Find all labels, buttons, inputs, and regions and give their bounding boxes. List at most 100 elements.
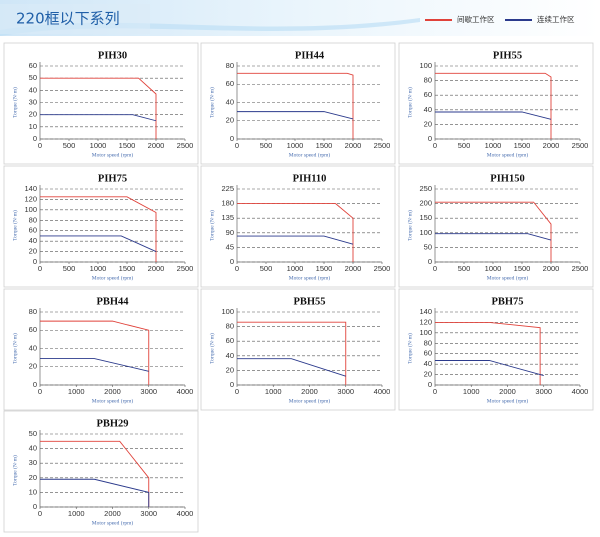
x-tick-label: 2500	[177, 141, 194, 150]
series-line	[40, 235, 157, 252]
chart-card	[200, 165, 396, 288]
x-tick-label: 3000	[140, 387, 157, 396]
y-tick-label: 0	[33, 134, 37, 143]
chart-card	[3, 42, 199, 165]
x-axis-label: Motor speed (rpm)	[487, 274, 529, 281]
x-axis-label: Motor speed (rpm)	[289, 274, 331, 281]
header-panel	[0, 4, 150, 34]
chart-card	[398, 42, 594, 165]
y-tick-label: 40	[29, 236, 37, 245]
x-tick-label: 2500	[572, 264, 589, 273]
x-tick-label: 0	[38, 387, 42, 396]
series-line	[237, 321, 347, 385]
y-tick-label: 80	[29, 307, 37, 316]
y-tick-label: 40	[29, 444, 37, 453]
page-title: 220框以下系列	[16, 10, 120, 28]
x-tick-label: 4000	[177, 509, 194, 518]
x-tick-label: 1000	[68, 387, 85, 396]
x-axis-label: Motor speed (rpm)	[487, 151, 529, 158]
x-tick-label: 500	[260, 141, 273, 150]
y-tick-label: 0	[33, 380, 37, 389]
y-tick-label: 0	[230, 380, 234, 389]
series-line	[435, 111, 552, 120]
y-tick-label: 50	[424, 242, 432, 251]
y-tick-label: 40	[29, 85, 37, 94]
x-tick-label: 1000	[90, 264, 107, 273]
y-axis-label: Torque (N·m)	[208, 210, 215, 241]
x-axis-label: Motor speed (rpm)	[487, 397, 529, 404]
legend-label: 连续工作区	[537, 14, 575, 24]
y-tick-label: 40	[29, 343, 37, 352]
y-axis-label: Torque (N·m)	[11, 87, 18, 118]
series-line	[237, 72, 354, 139]
series-line	[435, 201, 552, 262]
y-tick-label: 45	[226, 242, 234, 251]
x-axis-label: Motor speed (rpm)	[289, 397, 331, 404]
x-tick-label: 1000	[287, 141, 304, 150]
x-tick-label: 500	[63, 141, 76, 150]
y-tick-label: 0	[428, 257, 432, 266]
y-tick-label: 0	[33, 502, 37, 511]
x-tick-label: 0	[235, 141, 239, 150]
x-tick-label: 2500	[374, 264, 391, 273]
y-tick-label: 140	[419, 307, 432, 316]
y-tick-label: 80	[29, 215, 37, 224]
y-tick-label: 80	[424, 76, 432, 85]
y-tick-label: 0	[428, 134, 432, 143]
y-tick-label: 120	[419, 317, 432, 326]
x-tick-label: 2000	[345, 264, 362, 273]
y-tick-label: 60	[424, 349, 432, 358]
x-axis-label: Motor speed (rpm)	[289, 151, 331, 158]
x-tick-label: 3000	[535, 387, 552, 396]
y-tick-label: 100	[221, 307, 234, 316]
y-tick-label: 50	[29, 429, 37, 438]
series-line	[40, 114, 157, 122]
y-tick-label: 140	[24, 184, 37, 193]
x-tick-label: 1500	[316, 141, 333, 150]
x-tick-label: 0	[235, 387, 239, 396]
x-tick-label: 0	[433, 264, 437, 273]
x-tick-label: 500	[458, 264, 471, 273]
series-line	[40, 478, 150, 507]
y-tick-label: 100	[419, 228, 432, 237]
legend-label: 间歇工作区	[457, 14, 495, 24]
chart-title: PIH55	[493, 50, 522, 61]
x-tick-label: 2000	[104, 387, 121, 396]
y-axis-label: Torque (N·m)	[406, 87, 413, 118]
x-tick-label: 2000	[301, 387, 318, 396]
y-tick-label: 60	[226, 79, 234, 88]
header-wave	[0, 18, 420, 36]
x-tick-label: 500	[458, 141, 471, 150]
y-tick-label: 250	[419, 184, 432, 193]
y-axis-label: Torque (N·m)	[208, 87, 215, 118]
y-tick-label: 0	[230, 257, 234, 266]
chart-title: PBH44	[96, 296, 129, 307]
y-tick-label: 0	[33, 257, 37, 266]
y-tick-label: 180	[221, 199, 234, 208]
chart-title: PBH29	[96, 418, 128, 429]
series-line	[237, 358, 346, 377]
y-tick-label: 60	[226, 336, 234, 345]
series-line	[40, 77, 157, 139]
x-tick-label: 1500	[514, 141, 531, 150]
chart-card	[200, 288, 396, 411]
x-tick-label: 2000	[345, 141, 362, 150]
chart-title: PIH110	[293, 173, 327, 184]
x-axis-label: Motor speed (rpm)	[92, 519, 134, 526]
x-tick-label: 1000	[287, 264, 304, 273]
series-line	[40, 320, 150, 385]
y-axis-label: Torque (N·m)	[208, 333, 215, 364]
x-tick-label: 2000	[543, 141, 560, 150]
y-tick-label: 10	[29, 487, 37, 496]
series-line	[40, 196, 157, 262]
series-line	[40, 358, 149, 372]
y-tick-label: 20	[29, 110, 37, 119]
y-tick-label: 20	[29, 473, 37, 482]
x-tick-label: 2500	[572, 141, 589, 150]
x-tick-label: 1000	[463, 387, 480, 396]
y-tick-label: 80	[226, 61, 234, 70]
x-tick-label: 2500	[177, 264, 194, 273]
x-tick-label: 0	[38, 264, 42, 273]
x-tick-label: 500	[63, 264, 76, 273]
